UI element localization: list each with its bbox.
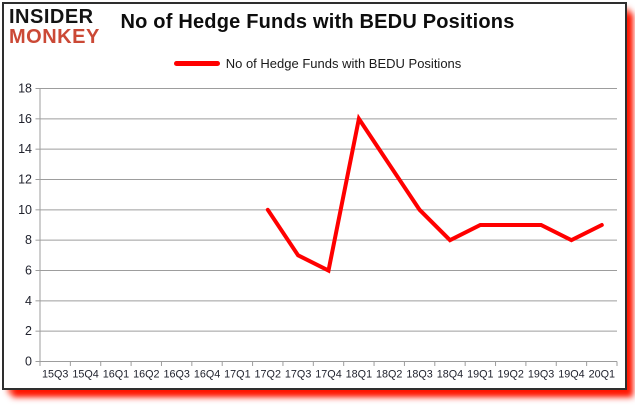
svg-text:17Q1: 17Q1 bbox=[224, 369, 250, 381]
svg-text:16Q4: 16Q4 bbox=[194, 369, 220, 381]
svg-text:2: 2 bbox=[25, 324, 32, 338]
svg-text:18Q1: 18Q1 bbox=[346, 369, 372, 381]
svg-text:14: 14 bbox=[18, 142, 32, 156]
svg-text:16Q3: 16Q3 bbox=[163, 369, 189, 381]
svg-text:8: 8 bbox=[25, 233, 32, 247]
chart-frame bbox=[2, 2, 627, 390]
svg-text:18Q3: 18Q3 bbox=[406, 369, 432, 381]
svg-text:16Q2: 16Q2 bbox=[133, 369, 159, 381]
svg-text:18Q2: 18Q2 bbox=[376, 369, 402, 381]
svg-text:19Q1: 19Q1 bbox=[467, 369, 493, 381]
svg-text:20Q1: 20Q1 bbox=[589, 369, 615, 381]
svg-text:16Q1: 16Q1 bbox=[103, 369, 129, 381]
svg-text:19Q2: 19Q2 bbox=[497, 369, 523, 381]
logo-line-insider: INSIDER bbox=[9, 6, 94, 28]
svg-text:16: 16 bbox=[18, 112, 32, 126]
logo-line-monkey: MONKEY bbox=[9, 26, 100, 48]
svg-text:17Q4: 17Q4 bbox=[315, 369, 341, 381]
svg-text:19Q4: 19Q4 bbox=[558, 369, 584, 381]
svg-text:18Q4: 18Q4 bbox=[437, 369, 463, 381]
svg-text:4: 4 bbox=[25, 294, 32, 308]
svg-text:0: 0 bbox=[25, 355, 32, 369]
svg-text:15Q3: 15Q3 bbox=[42, 369, 68, 381]
chart-legend: No of Hedge Funds with BEDU Positions bbox=[0, 56, 635, 71]
svg-text:12: 12 bbox=[18, 173, 32, 187]
svg-text:19Q3: 19Q3 bbox=[528, 369, 554, 381]
legend-label: No of Hedge Funds with BEDU Positions bbox=[225, 56, 462, 71]
svg-text:18: 18 bbox=[18, 82, 32, 96]
insider-monkey-logo: INSIDER MONKEY bbox=[9, 7, 100, 47]
svg-text:17Q2: 17Q2 bbox=[255, 369, 281, 381]
chart-title: No of Hedge Funds with BEDU Positions bbox=[120, 11, 515, 33]
legend-line-swatch bbox=[173, 61, 220, 66]
svg-text:10: 10 bbox=[18, 203, 32, 217]
svg-text:6: 6 bbox=[25, 264, 32, 278]
svg-text:15Q4: 15Q4 bbox=[72, 369, 98, 381]
svg-text:17Q3: 17Q3 bbox=[285, 369, 311, 381]
